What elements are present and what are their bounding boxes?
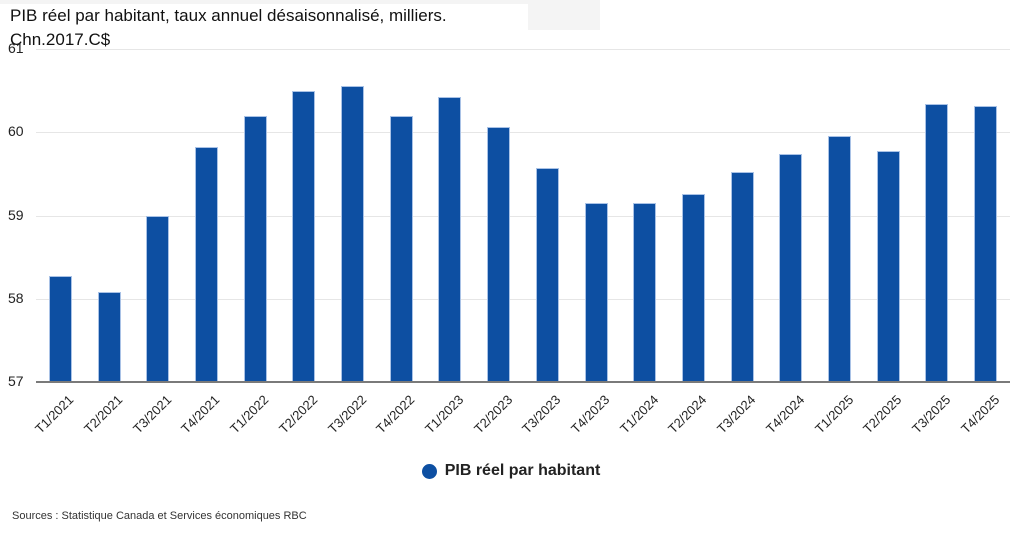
x-axis-tick-label: T4/2025 <box>958 392 1003 437</box>
bar[interactable] <box>438 97 461 382</box>
bar[interactable] <box>146 216 169 383</box>
bar[interactable] <box>682 194 705 382</box>
bar[interactable] <box>633 203 656 382</box>
bar[interactable] <box>244 116 267 382</box>
x-axis-tick-label: T1/2025 <box>812 392 857 437</box>
x-axis-tick-label: T1/2024 <box>617 392 662 437</box>
bar[interactable] <box>292 91 315 382</box>
legend-item[interactable]: PIB réel par habitant <box>421 462 601 480</box>
legend: PIB réel par habitant <box>0 462 1022 484</box>
x-axis-tick-label: T4/2023 <box>568 392 613 437</box>
bar[interactable] <box>974 106 997 382</box>
x-axis-tick-label: T4/2024 <box>763 392 808 437</box>
legend-label: PIB réel par habitant <box>444 462 601 479</box>
x-axis-tick-label: T4/2021 <box>178 392 223 437</box>
bar[interactable] <box>341 86 364 382</box>
x-axis-tick-label: T3/2023 <box>519 392 564 437</box>
x-axis-tick-label: T1/2022 <box>227 392 272 437</box>
x-axis-tick-label: T2/2025 <box>860 392 905 437</box>
y-axis-tick-label: 58 <box>8 290 24 306</box>
bar[interactable] <box>390 116 413 382</box>
gridline <box>36 299 1010 300</box>
gridline <box>36 216 1010 217</box>
bar[interactable] <box>779 154 802 382</box>
gridline <box>36 49 1010 50</box>
y-axis-tick-label: 61 <box>8 40 24 56</box>
x-axis-tick-label: T1/2021 <box>32 392 77 437</box>
x-axis-line <box>36 381 1010 383</box>
bar[interactable] <box>195 147 218 382</box>
gridline <box>36 132 1010 133</box>
legend-circle-icon <box>421 463 437 479</box>
x-axis-tick-label: T2/2024 <box>665 392 710 437</box>
x-axis-tick-label: T2/2021 <box>81 392 126 437</box>
x-axis-tick-label: T3/2025 <box>909 392 954 437</box>
x-axis-tick-label: T2/2022 <box>276 392 321 437</box>
x-axis-tick-label: T3/2024 <box>714 392 759 437</box>
x-axis-tick-label: T4/2022 <box>373 392 418 437</box>
source-note: Sources : Statistique Canada et Services… <box>12 510 307 522</box>
bar[interactable] <box>98 292 121 382</box>
x-axis-tick-label: T3/2021 <box>130 392 175 437</box>
bar[interactable] <box>536 168 559 382</box>
x-axis-tick-label: T1/2023 <box>422 392 467 437</box>
bar[interactable] <box>877 151 900 382</box>
bar[interactable] <box>925 104 948 382</box>
x-axis-tick-label: T2/2023 <box>471 392 516 437</box>
bar[interactable] <box>487 127 510 382</box>
bar[interactable] <box>49 276 72 382</box>
bar[interactable] <box>585 203 608 382</box>
x-axis-tick-label: T3/2022 <box>325 392 370 437</box>
y-axis-tick-label: 57 <box>8 373 24 389</box>
y-axis-tick-label: 60 <box>8 123 24 139</box>
y-axis-tick-label: 59 <box>8 207 24 223</box>
chart-title: PIB réel par habitant, taux annuel désai… <box>0 4 528 49</box>
bar[interactable] <box>731 172 754 382</box>
bar[interactable] <box>828 136 851 382</box>
